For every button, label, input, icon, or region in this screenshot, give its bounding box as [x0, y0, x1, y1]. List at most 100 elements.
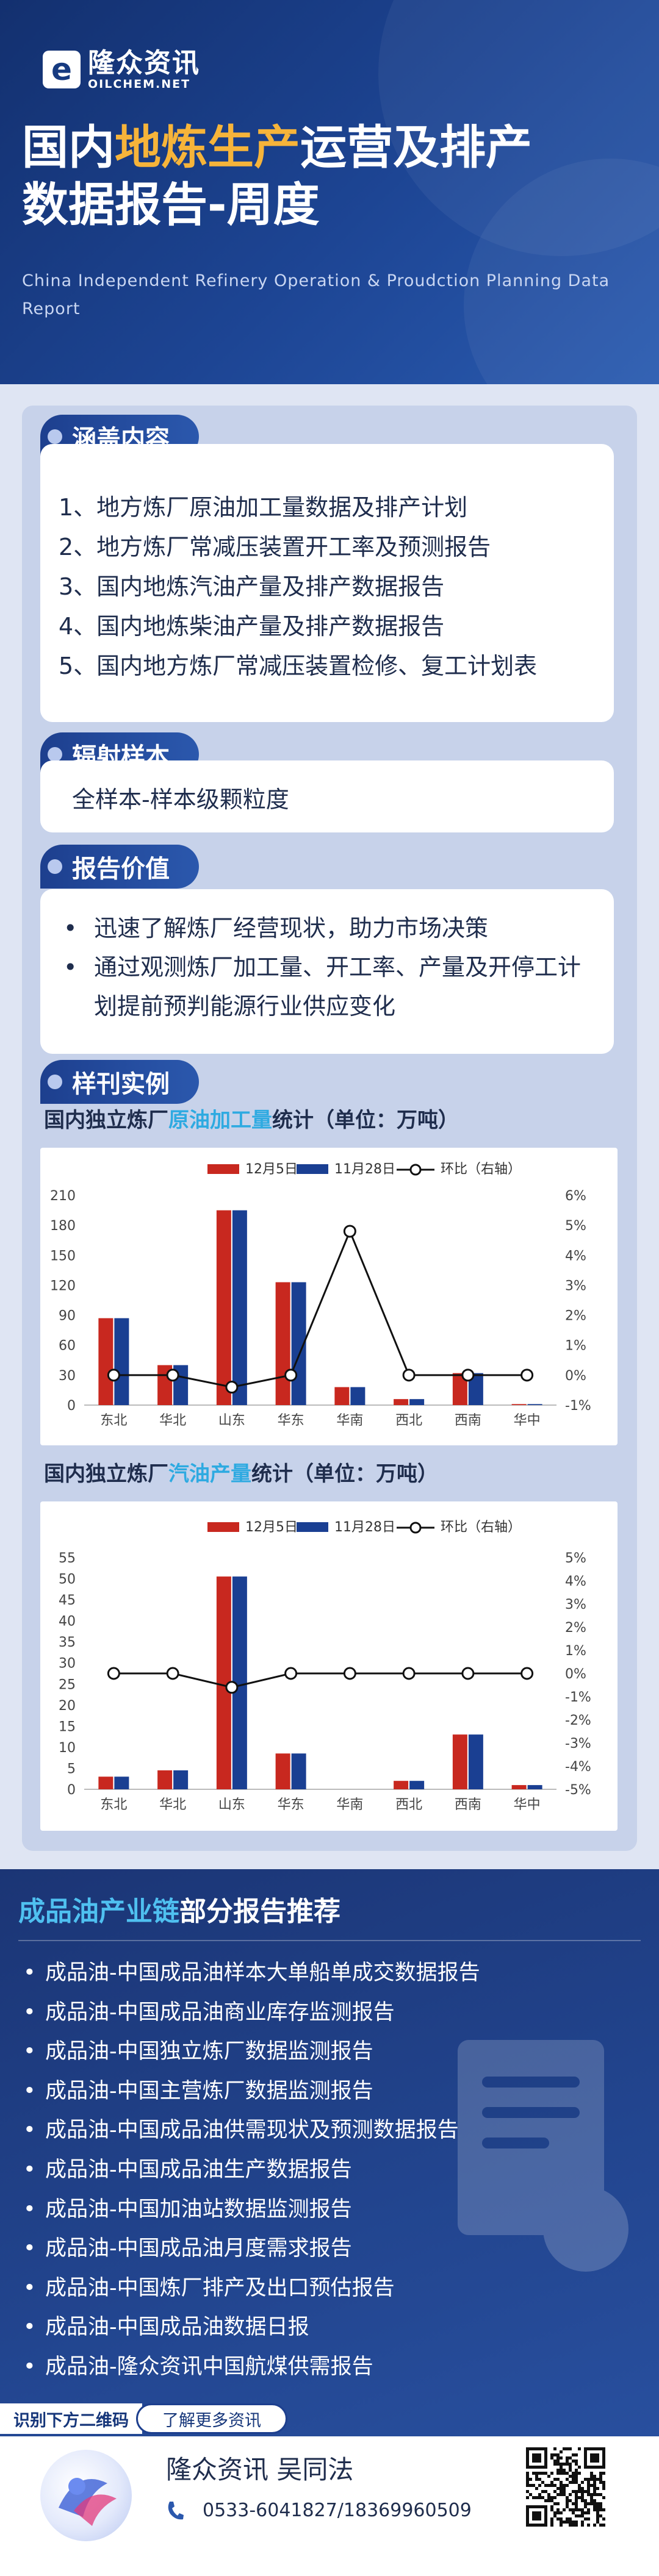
line-point — [461, 1667, 475, 1680]
qr-module — [553, 2463, 556, 2466]
y-tick-label: 150 — [50, 1248, 76, 1264]
qr-module — [560, 2450, 563, 2453]
qr-module — [538, 2493, 541, 2496]
recommend-item[interactable]: 成品油-中国炼厂排产及出口预估报告 — [21, 2269, 643, 2308]
qr-module — [587, 2493, 590, 2496]
qr-module — [569, 2466, 572, 2469]
recommend-item[interactable]: 成品油-中国加油站数据监测报告 — [21, 2190, 643, 2230]
qr-module — [532, 2472, 535, 2475]
qr-module — [563, 2487, 566, 2490]
qr-module — [535, 2472, 538, 2475]
list-item: 2、地方炼厂常减压装置开工率及预测报告 — [59, 534, 491, 560]
qr-module — [526, 2481, 529, 2484]
section-tag-label: 样刊实例 — [72, 1070, 170, 1098]
chart-title-highlight: 原油加工量 — [168, 1108, 272, 1132]
qr-module — [602, 2496, 605, 2499]
x-tick-label: 华东 — [278, 1797, 304, 1812]
qr-module — [587, 2517, 590, 2521]
phone-row[interactable]: 0533-6041827/18369960509 — [166, 2499, 472, 2523]
line-point — [461, 1368, 475, 1382]
title-line2: 数据报告-周度 — [22, 177, 320, 232]
qr-module — [566, 2521, 569, 2524]
qr-module — [566, 2517, 569, 2521]
qr-module — [602, 2487, 605, 2490]
qr-module — [550, 2453, 553, 2456]
recommend-item[interactable]: 成品油-中国成品油样本大单船单成交数据报告 — [21, 1953, 643, 1993]
y-tick-label: 15 — [59, 1719, 76, 1734]
bar — [114, 1318, 129, 1405]
qr-module — [575, 2521, 578, 2524]
qr-module — [560, 2466, 563, 2469]
recommend-item[interactable]: 成品油-中国成品油商业库存监测报告 — [21, 1993, 643, 2033]
qr-module — [569, 2521, 572, 2524]
qr-module — [569, 2447, 572, 2450]
recommend-item[interactable]: 成品油-中国成品油月度需求报告 — [21, 2229, 643, 2269]
qr-module — [596, 2517, 599, 2521]
x-tick-label: 山东 — [218, 1797, 245, 1812]
qr-module — [550, 2456, 553, 2460]
title-highlight: 地炼生产 — [115, 120, 300, 174]
qr-module — [566, 2447, 569, 2450]
qr-module — [550, 2521, 553, 2524]
x-tick-label: 东北 — [100, 1797, 127, 1812]
qr-module — [581, 2481, 584, 2484]
recommend-item[interactable]: 成品油-中国成品油供需现状及预测数据报告 — [21, 2111, 643, 2150]
qr-module — [590, 2496, 593, 2499]
qr-module — [569, 2524, 572, 2527]
qr-module — [593, 2505, 596, 2508]
recommend-item[interactable]: 成品油-中国主营炼厂数据监测报告 — [21, 2072, 643, 2111]
chart-title-pre: 国内独立炼厂 — [44, 1462, 168, 1486]
qr-module — [596, 2487, 599, 2490]
qr-module — [556, 2502, 560, 2505]
chart-gasoline-output: 12月5日 11月28日 环比（右轴） 0 5 10 15 20 25 30 35 40 45 50 55 -… — [59, 1520, 591, 1812]
list-item: 迅速了解炼厂经营现状，助力市场决策 — [59, 909, 596, 948]
qr-module — [593, 2524, 596, 2527]
y-tick-label: 0 — [67, 1398, 76, 1414]
y-tick-label: 210 — [50, 1189, 76, 1204]
recommend-item[interactable]: 成品油-中国独立炼厂数据监测报告 — [21, 2032, 643, 2072]
header-banner: e 隆众资讯 OILCHEM.NET 国内地炼生产运营及排产 数据报告-周度 C… — [0, 0, 659, 384]
qr-module — [526, 2478, 529, 2481]
qr-module — [575, 2463, 578, 2466]
qr-module — [593, 2508, 596, 2511]
y2-tick-label: 2% — [565, 1309, 586, 1324]
recommend-item[interactable]: 成品油-中国成品油数据日报 — [21, 2308, 643, 2347]
bar — [157, 1770, 173, 1789]
qr-code-icon[interactable] — [526, 2447, 605, 2527]
qr-module — [550, 2496, 553, 2499]
learn-more-button[interactable]: 了解更多资讯 — [136, 2403, 287, 2434]
qr-module — [584, 2502, 587, 2505]
line-point — [402, 1667, 416, 1680]
qr-module — [535, 2487, 538, 2490]
bar — [98, 1776, 113, 1789]
recommend-item[interactable]: 成品油-隆众资讯中国航煤供需报告 — [21, 2347, 643, 2387]
qr-module — [590, 2472, 593, 2475]
qr-module — [578, 2490, 581, 2493]
qr-module — [590, 2499, 593, 2502]
phone-number[interactable]: 0533-6041827/18369960509 — [203, 2500, 472, 2521]
qr-module — [563, 2472, 566, 2475]
x-tick-label: 山东 — [218, 1413, 245, 1428]
qr-module — [572, 2508, 575, 2511]
qr-module — [566, 2478, 569, 2481]
qr-module — [575, 2499, 578, 2502]
qr-module — [572, 2521, 575, 2524]
qr-module — [563, 2521, 566, 2524]
qr-module — [596, 2508, 599, 2511]
qr-module — [569, 2499, 572, 2502]
recommend-item[interactable]: 成品油-中国成品油生产数据报告 — [21, 2150, 643, 2190]
list-item: 通过观测炼厂加工量、开工率、产量及开停工计划提前预判能源行业供应变化 — [59, 948, 596, 1026]
qr-module — [553, 2484, 556, 2487]
qr-module — [575, 2453, 578, 2456]
legend-label: 11月28日 — [334, 1162, 395, 1177]
chart-title-post: 统计（单位：万吨） — [272, 1108, 459, 1132]
contact-name: 隆众资讯 吴同法 — [166, 2455, 354, 2485]
line-point — [402, 1368, 416, 1382]
qr-module — [599, 2508, 602, 2511]
legend-swatch-blue — [297, 1522, 328, 1532]
qr-module — [529, 2493, 532, 2496]
qr-module — [556, 2460, 560, 2463]
qr-module — [602, 2472, 605, 2475]
qr-module — [541, 2496, 544, 2499]
qr-module — [578, 2484, 581, 2487]
